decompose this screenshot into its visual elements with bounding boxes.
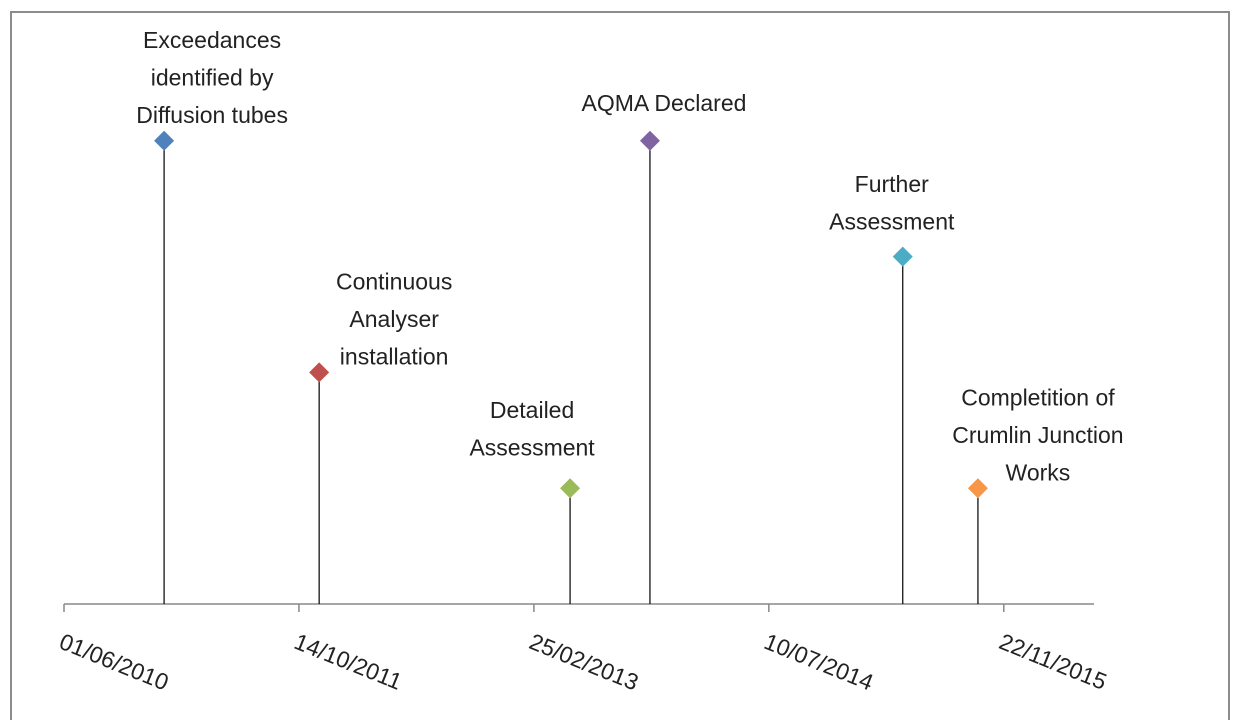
event-label: Crumlin Junction bbox=[952, 422, 1123, 448]
event-label: Analyser bbox=[349, 306, 439, 332]
event-label: Diffusion tubes bbox=[136, 102, 288, 128]
event-label: Further bbox=[855, 171, 929, 197]
event-label: Completition of bbox=[961, 384, 1115, 410]
event-label: installation bbox=[340, 343, 449, 369]
event-marker bbox=[892, 246, 913, 267]
event-label: identified by bbox=[151, 64, 274, 90]
event-label: Exceedances bbox=[143, 27, 281, 53]
event-marker bbox=[154, 130, 175, 151]
event-marker bbox=[309, 362, 330, 383]
event-label: Assessment bbox=[829, 209, 955, 235]
event-label: Assessment bbox=[469, 434, 595, 460]
event-marker bbox=[967, 478, 988, 499]
event-marker bbox=[560, 478, 581, 499]
event-label: Continuous bbox=[336, 268, 452, 294]
event-label: Works bbox=[1006, 459, 1071, 485]
event-label: Detailed bbox=[490, 397, 574, 423]
event-label: AQMA Declared bbox=[582, 90, 747, 116]
chart-frame bbox=[10, 11, 1230, 720]
event-marker bbox=[639, 130, 660, 151]
